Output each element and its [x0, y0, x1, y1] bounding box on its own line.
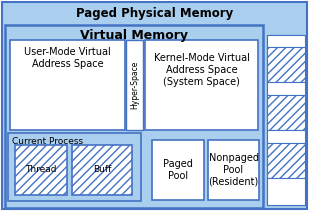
Text: Paged Physical Memory: Paged Physical Memory: [76, 7, 233, 21]
Text: Nonpaged
Pool
(Resident): Nonpaged Pool (Resident): [208, 153, 259, 187]
Text: Thread: Thread: [25, 166, 57, 174]
Bar: [72, 145, 132, 195]
Text: Virtual Memory: Virtual Memory: [80, 29, 188, 42]
Text: Paged
Pool: Paged Pool: [163, 159, 193, 181]
Bar: [152, 140, 204, 200]
Bar: [208, 140, 259, 200]
Bar: [267, 47, 305, 82]
Bar: [267, 143, 305, 178]
Bar: [267, 95, 305, 130]
Bar: [145, 40, 258, 130]
Bar: [267, 35, 305, 47]
Text: Buff: Buff: [93, 166, 111, 174]
Bar: [267, 178, 305, 205]
Text: Current Process: Current Process: [12, 138, 83, 146]
Bar: [15, 145, 67, 195]
Bar: [267, 82, 305, 95]
Text: Hyper-Space: Hyper-Space: [130, 61, 139, 109]
Bar: [126, 40, 143, 130]
Text: User-Mode Virtual
Address Space: User-Mode Virtual Address Space: [24, 47, 111, 69]
Bar: [8, 133, 141, 201]
Bar: [267, 35, 305, 205]
Bar: [10, 40, 125, 130]
Bar: [267, 130, 305, 143]
Bar: [5, 25, 263, 208]
Text: Kernel-Mode Virtual
Address Space
(System Space): Kernel-Mode Virtual Address Space (Syste…: [153, 53, 250, 86]
